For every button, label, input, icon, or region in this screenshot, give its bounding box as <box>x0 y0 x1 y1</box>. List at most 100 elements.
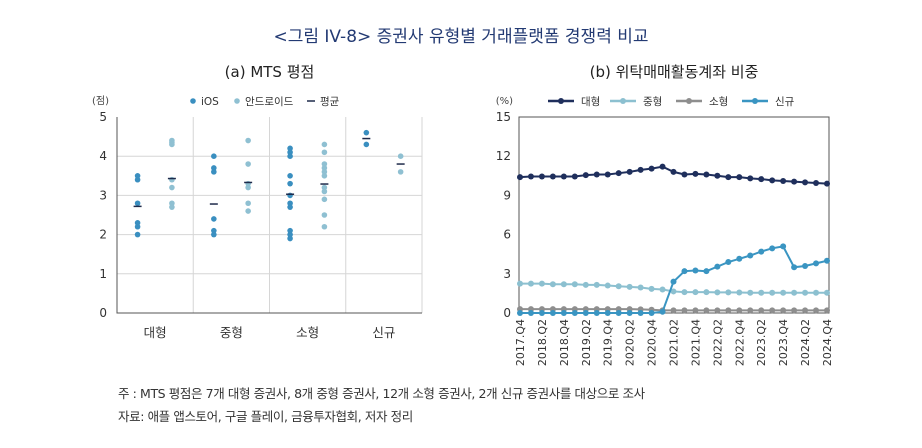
data-point-소형 <box>758 307 765 314</box>
data-point-대형 <box>549 173 556 180</box>
scatter-point-iOS <box>134 176 141 183</box>
data-point-신규 <box>527 310 534 316</box>
data-point-대형 <box>648 165 655 172</box>
x-tick-label: 2019.Q2 <box>580 319 593 366</box>
data-point-중형 <box>747 289 754 296</box>
legend-ios-marker <box>190 98 196 104</box>
x-tick-label: 2019.Q4 <box>602 319 615 366</box>
scatter-point-안드로이드 <box>397 169 404 175</box>
data-point-대형 <box>714 172 721 179</box>
data-point-소형 <box>791 307 798 314</box>
chart-a-title: (a) MTS 평점 <box>224 63 315 81</box>
data-point-대형 <box>538 173 545 180</box>
scatter-point-iOS <box>134 200 141 207</box>
legend-marker-대형 <box>558 98 564 104</box>
data-point-대형 <box>593 171 600 178</box>
legend-label: 신규 <box>775 96 795 108</box>
scatter-point-안드로이드 <box>321 169 328 175</box>
data-point-중형 <box>648 285 655 292</box>
data-point-대형 <box>802 179 809 186</box>
data-point-중형 <box>769 289 776 296</box>
scatter-point-iOS <box>287 145 293 152</box>
data-point-대형 <box>560 173 567 180</box>
scatter-point-iOS <box>287 149 293 156</box>
scatter-point-안드로이드 <box>169 176 175 183</box>
data-point-중형 <box>571 281 578 288</box>
x-tick-label: 2021.Q4 <box>689 319 702 366</box>
data-point-신규 <box>725 259 732 266</box>
data-point-신규 <box>681 268 688 275</box>
scatter-point-iOS <box>134 220 141 226</box>
x-tick-label: 2020.Q4 <box>646 319 659 366</box>
scatter-point-iOS <box>287 204 293 210</box>
data-point-소형 <box>802 307 809 314</box>
y-tick-label: 4 <box>99 149 107 163</box>
scatter-point-안드로이드 <box>321 149 328 156</box>
scatter-point-안드로이드 <box>321 223 328 230</box>
data-point-소형 <box>747 307 754 314</box>
scatter-point-안드로이드 <box>397 153 404 159</box>
x-tick-label: 대형 <box>144 325 167 340</box>
y-axis-unit: (%) <box>496 96 513 107</box>
data-point-중형 <box>615 283 622 290</box>
data-point-신규 <box>791 264 798 271</box>
y-tick-label: 6 <box>503 228 511 242</box>
legend-android-marker <box>234 98 240 104</box>
scatter-point-안드로이드 <box>321 141 328 148</box>
data-point-소형 <box>736 307 743 314</box>
data-point-중형 <box>791 289 798 296</box>
chart-b-title: (b) 위탁매매활동계좌 비중 <box>589 63 759 81</box>
scatter-point-안드로이드 <box>321 165 328 171</box>
data-point-대형 <box>626 168 633 175</box>
axis-line <box>116 117 422 314</box>
data-point-대형 <box>681 171 688 178</box>
x-tick-label: 2018.Q4 <box>558 319 571 366</box>
scatter-point-iOS <box>287 200 293 207</box>
y-tick-label: 0 <box>99 306 107 320</box>
x-tick-label: 2017.Q4 <box>514 319 527 366</box>
source-note: 자료: 애플 앱스토어, 구글 플레이, 금융투자협회, 저자 정리 <box>118 409 413 424</box>
y-tick-label: 3 <box>503 267 511 281</box>
data-point-신규 <box>538 310 545 316</box>
scatter-point-iOS <box>363 129 370 136</box>
data-point-신규 <box>703 268 710 275</box>
legend-marker-소형 <box>686 98 692 104</box>
data-point-소형 <box>714 307 721 314</box>
legend-label: 중형 <box>643 96 662 108</box>
y-axis-unit: (점) <box>92 95 109 107</box>
scatter-point-iOS <box>211 231 217 238</box>
data-point-중형 <box>780 289 787 296</box>
data-point-신규 <box>747 252 754 259</box>
data-point-중형 <box>549 281 556 288</box>
data-point-소형 <box>824 307 830 314</box>
data-point-신규 <box>571 310 578 316</box>
data-point-대형 <box>769 177 776 184</box>
scatter-point-안드로이드 <box>321 188 328 195</box>
scatter-point-iOS <box>134 223 141 230</box>
data-point-신규 <box>813 260 820 267</box>
data-point-소형 <box>670 307 677 314</box>
scatter-point-안드로이드 <box>169 204 175 210</box>
scatter-point-안드로이드 <box>245 200 251 207</box>
data-point-대형 <box>703 171 710 178</box>
data-point-대형 <box>725 174 732 181</box>
data-point-중형 <box>802 289 809 296</box>
data-point-중형 <box>714 289 721 296</box>
data-point-소형 <box>769 307 776 314</box>
scatter-point-iOS <box>134 173 141 179</box>
scatter-point-안드로이드 <box>245 184 251 191</box>
x-tick-label: 소형 <box>296 325 319 340</box>
y-tick-label: 1 <box>99 267 107 281</box>
data-point-신규 <box>615 310 622 316</box>
data-point-신규 <box>648 310 655 316</box>
data-point-대형 <box>758 176 765 183</box>
x-tick-label: 2024.Q4 <box>821 319 834 366</box>
scatter-point-안드로이드 <box>245 137 251 144</box>
data-point-중형 <box>692 289 699 296</box>
legend-label: 평균 <box>320 96 340 108</box>
x-tick-label: 2023.Q2 <box>755 319 768 366</box>
scatter-point-iOS <box>211 227 217 234</box>
data-point-대형 <box>736 174 743 181</box>
data-point-소형 <box>813 307 820 314</box>
